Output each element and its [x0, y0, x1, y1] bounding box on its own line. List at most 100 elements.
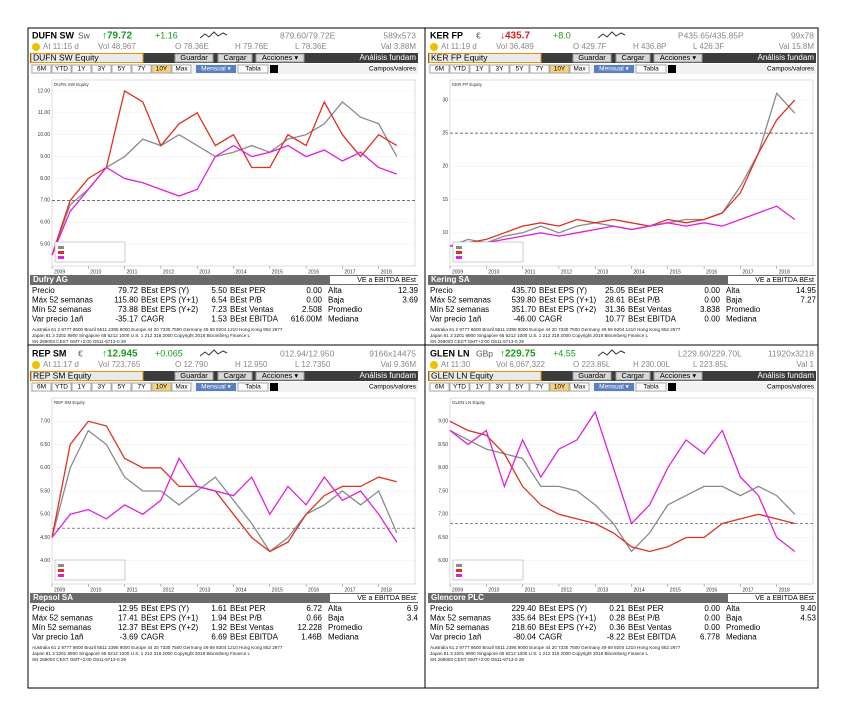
period-select[interactable]	[196, 383, 236, 391]
range-tab[interactable]	[31, 64, 52, 74]
table-label[interactable]: Tabla	[643, 384, 659, 391]
range-tab-label[interactable]: 5Y	[516, 384, 525, 391]
range-tab[interactable]	[51, 382, 72, 392]
range-tab[interactable]	[489, 64, 510, 74]
range-tab-label[interactable]: 7Y	[138, 384, 147, 391]
button[interactable]	[615, 53, 651, 63]
range-tab[interactable]	[111, 382, 132, 392]
fields-button[interactable]: Campos/valores	[767, 66, 815, 73]
period-label[interactable]: Mensual ▾	[599, 384, 629, 391]
table-label[interactable]: Tabla	[245, 384, 261, 391]
load-button[interactable]: Cargar	[622, 371, 645, 380]
analysis-tab[interactable]: Análisis fundam	[360, 371, 417, 380]
load-button[interactable]: Cargar	[622, 53, 645, 62]
metric-box[interactable]	[728, 276, 816, 284]
button[interactable]	[615, 371, 651, 381]
range-tab-label[interactable]: YTD	[55, 66, 68, 73]
button[interactable]	[174, 371, 214, 381]
actions-button[interactable]: Acciones ▾	[660, 53, 697, 62]
analysis-tab[interactable]: Análisis fundam	[360, 53, 417, 62]
metric-box[interactable]	[728, 594, 816, 602]
range-tab-label[interactable]: 5Y	[516, 66, 525, 73]
button[interactable]	[174, 53, 214, 63]
range-tab[interactable]	[171, 382, 192, 392]
range-tab[interactable]	[71, 382, 92, 392]
range-tab[interactable]	[469, 382, 490, 392]
range-tab[interactable]	[171, 64, 192, 74]
range-tab-label[interactable]: 3Y	[496, 66, 505, 73]
period-label[interactable]: Mensual ▾	[201, 384, 231, 391]
load-button[interactable]: Cargar	[224, 371, 247, 380]
range-tab[interactable]	[111, 64, 132, 74]
range-tab-label[interactable]: 1Y	[476, 66, 485, 73]
range-tab-label[interactable]: 10Y	[554, 66, 566, 73]
save-button[interactable]: Guardar	[180, 371, 208, 380]
range-tab[interactable]	[569, 382, 590, 392]
button[interactable]	[572, 53, 612, 63]
table-toggle[interactable]	[635, 64, 667, 74]
metric-label[interactable]: VE a EBITDA BEst	[755, 595, 814, 602]
metric-box[interactable]	[330, 594, 418, 602]
range-tab[interactable]	[71, 64, 92, 74]
period-label[interactable]: Mensual ▾	[201, 66, 231, 73]
range-tab-label[interactable]: 10Y	[156, 384, 168, 391]
range-tab-label[interactable]: YTD	[453, 384, 466, 391]
save-button[interactable]: Guardar	[578, 371, 606, 380]
actions-button[interactable]: Acciones ▾	[660, 371, 697, 380]
table-label[interactable]: Tabla	[643, 66, 659, 73]
table-toggle[interactable]	[237, 64, 269, 74]
range-tab[interactable]	[31, 382, 52, 392]
button[interactable]	[255, 53, 305, 63]
range-tab[interactable]	[509, 382, 530, 392]
range-tab-label[interactable]: 5Y	[118, 384, 127, 391]
fields-button[interactable]: Campos/valores	[767, 384, 815, 391]
range-tab[interactable]	[131, 382, 152, 392]
metric-label[interactable]: VE a EBITDA BEst	[357, 595, 416, 602]
range-tab-label[interactable]: 3Y	[496, 384, 505, 391]
range-tab[interactable]	[529, 382, 550, 392]
range-tab[interactable]	[51, 64, 72, 74]
button[interactable]	[217, 371, 253, 381]
range-tab-label[interactable]: 1Y	[476, 384, 485, 391]
actions-button[interactable]: Acciones ▾	[262, 53, 299, 62]
range-tab[interactable]	[569, 64, 590, 74]
range-tab[interactable]	[549, 64, 570, 74]
range-tab-label[interactable]: 6M	[37, 384, 46, 391]
range-tab[interactable]	[151, 64, 172, 74]
analysis-tab[interactable]: Análisis fundam	[758, 371, 815, 380]
range-tab[interactable]	[429, 64, 450, 74]
range-tab[interactable]	[131, 64, 152, 74]
save-button[interactable]: Guardar	[180, 53, 208, 62]
range-tab-label[interactable]: YTD	[453, 66, 466, 73]
fields-button[interactable]: Campos/valores	[369, 66, 417, 73]
range-tab-label[interactable]: 7Y	[536, 384, 545, 391]
analysis-tab[interactable]: Análisis fundam	[758, 53, 815, 62]
table-toggle[interactable]	[237, 382, 269, 392]
range-tab-label[interactable]: YTD	[55, 384, 68, 391]
fields-button[interactable]: Campos/valores	[369, 384, 417, 391]
range-tab[interactable]	[429, 382, 450, 392]
range-tab-label[interactable]: 5Y	[118, 66, 127, 73]
range-tab-label[interactable]: Max	[175, 384, 188, 391]
range-tab[interactable]	[509, 64, 530, 74]
period-select[interactable]	[196, 65, 236, 73]
button[interactable]	[653, 371, 703, 381]
range-tab[interactable]	[91, 64, 112, 74]
table-label[interactable]: Tabla	[245, 66, 261, 73]
metric-box[interactable]	[330, 276, 418, 284]
range-tab-label[interactable]: 1Y	[78, 66, 87, 73]
range-tab[interactable]	[469, 64, 490, 74]
range-tab[interactable]	[449, 64, 470, 74]
period-select[interactable]	[594, 65, 634, 73]
range-tab[interactable]	[151, 382, 172, 392]
range-tab-label[interactable]: 10Y	[156, 66, 168, 73]
period-label[interactable]: Mensual ▾	[599, 66, 629, 73]
range-tab-label[interactable]: Max	[573, 384, 586, 391]
range-tab-label[interactable]: 6M	[435, 384, 444, 391]
button[interactable]	[653, 53, 703, 63]
range-tab[interactable]	[529, 64, 550, 74]
save-button[interactable]: Guardar	[578, 53, 606, 62]
range-tab-label[interactable]: 6M	[435, 66, 444, 73]
range-tab-label[interactable]: 10Y	[554, 384, 566, 391]
range-tab[interactable]	[489, 382, 510, 392]
